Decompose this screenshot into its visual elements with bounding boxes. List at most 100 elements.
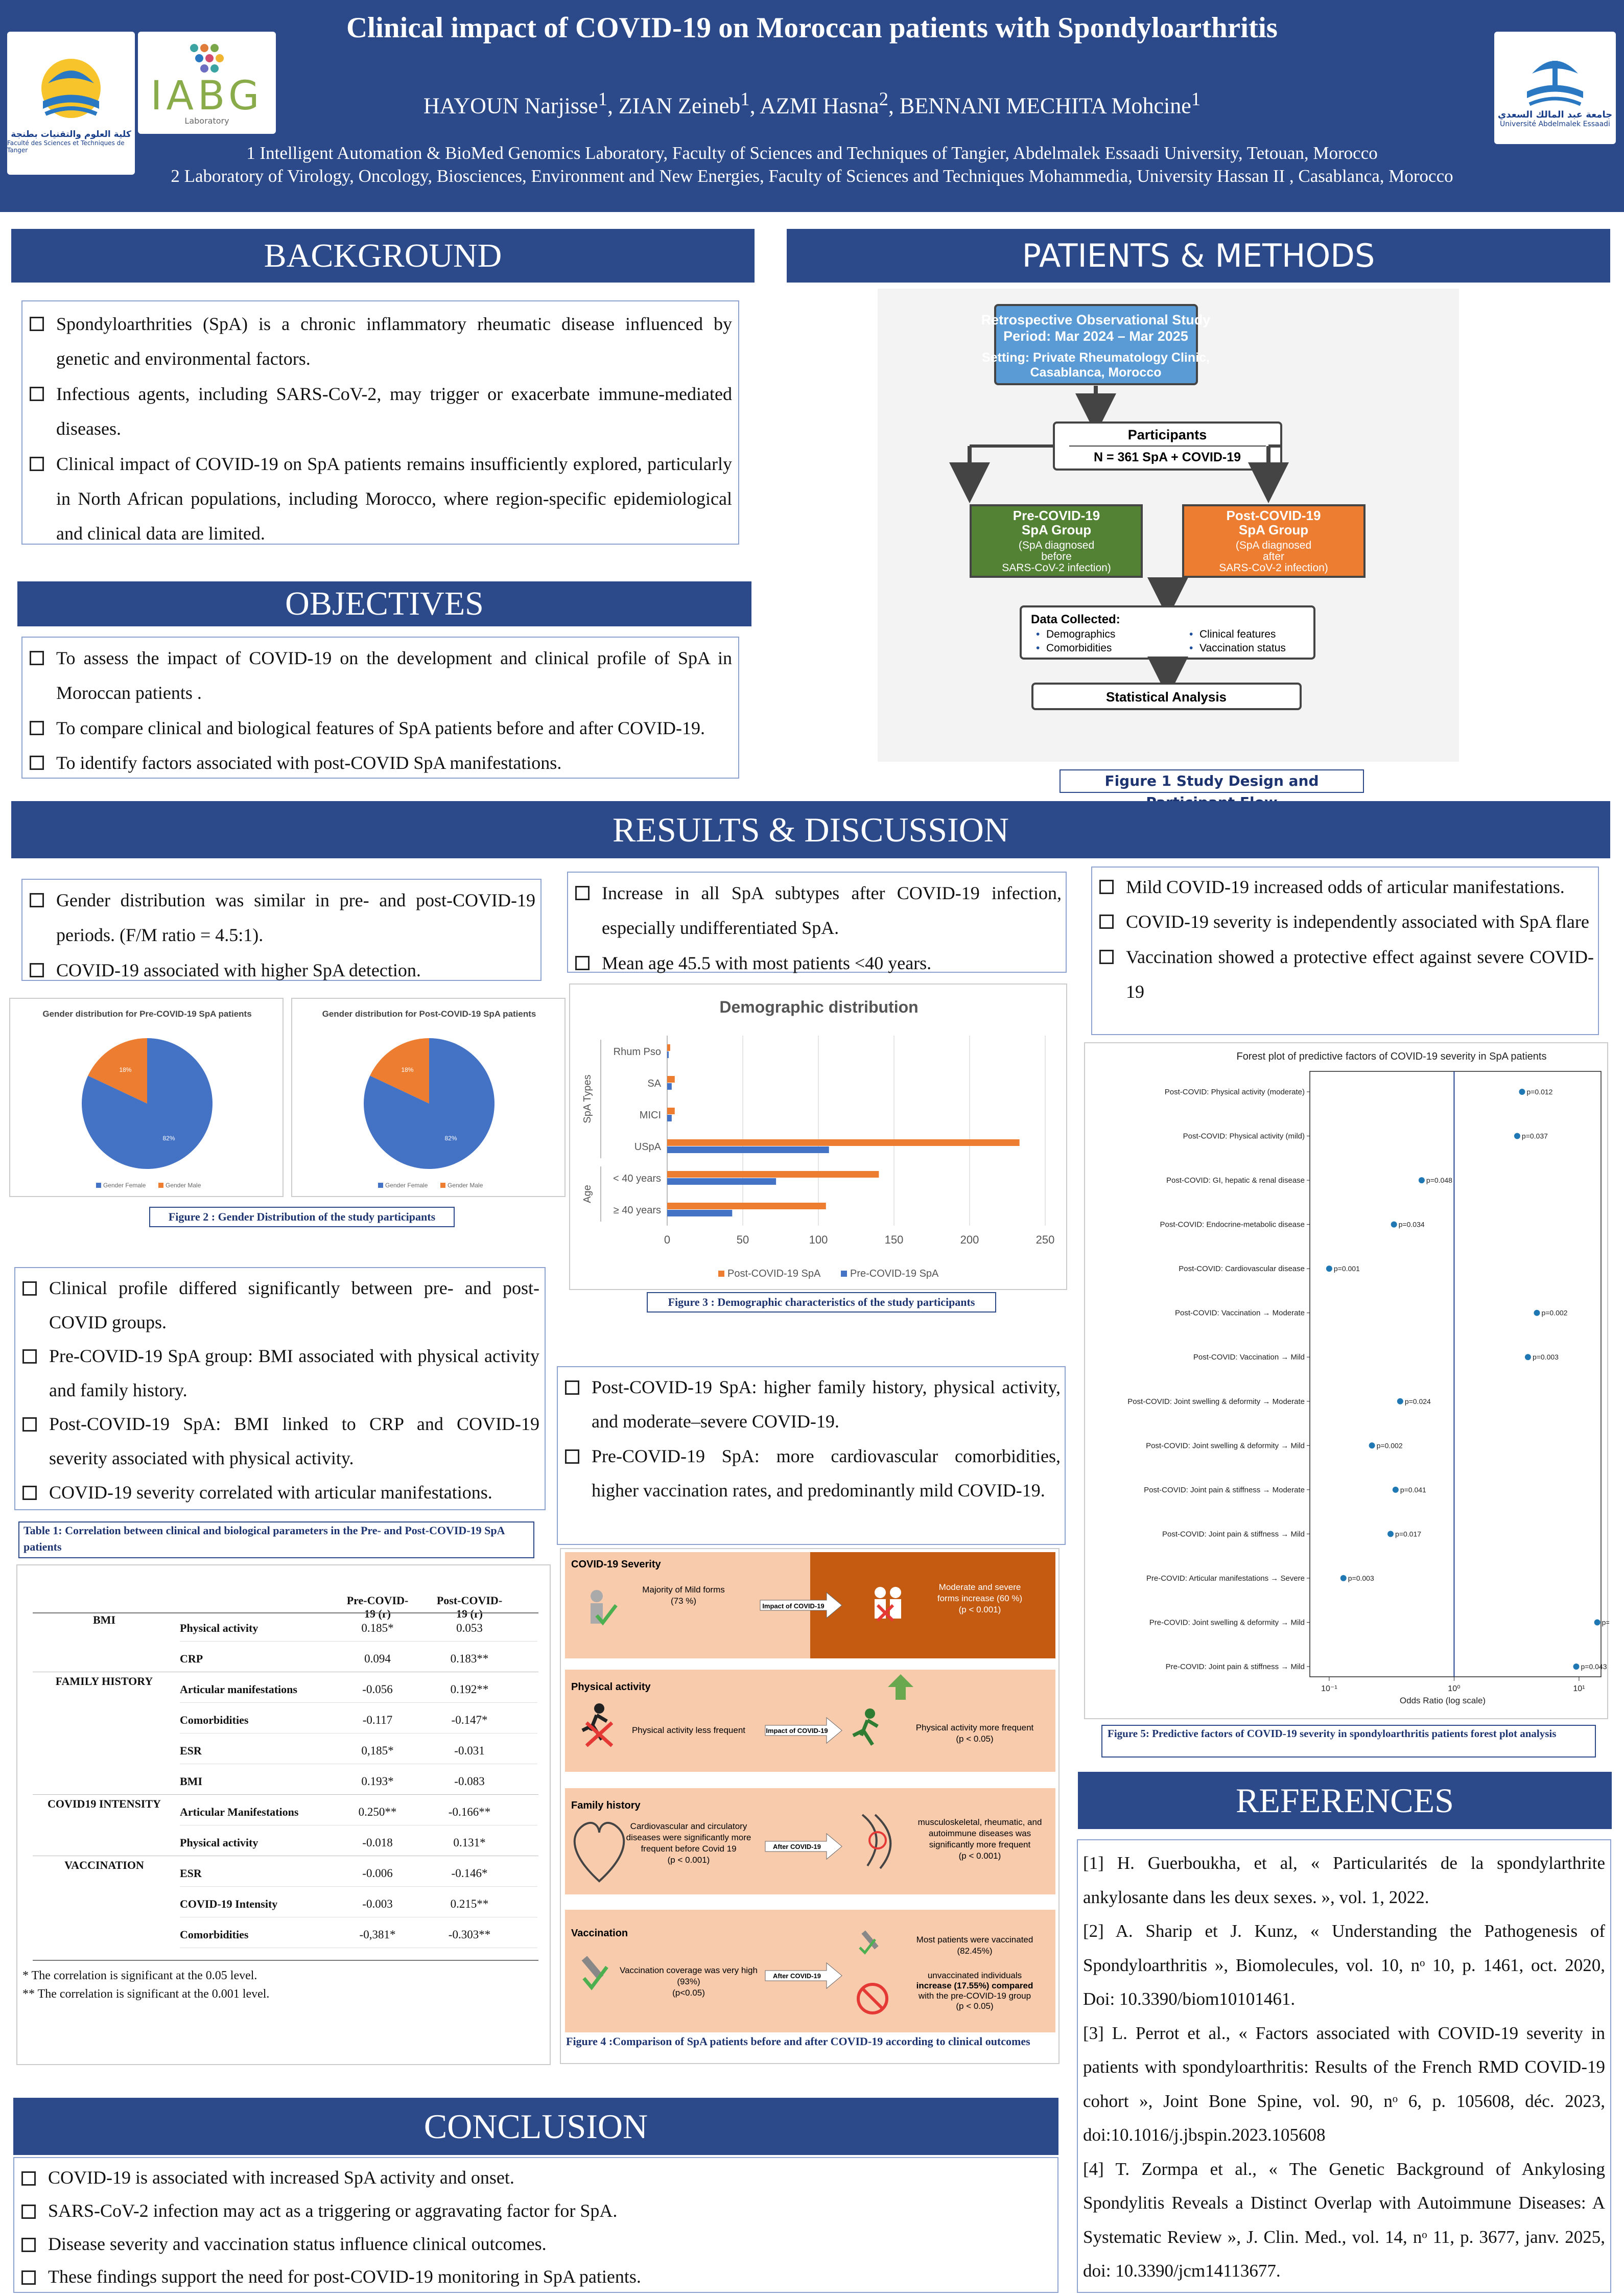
objective-item: To compare clinical and biological featu… <box>26 711 732 745</box>
p-value-label: p=0.048 <box>1426 1176 1452 1184</box>
pre-covid-group-box <box>970 504 1143 578</box>
forest-point <box>1326 1266 1332 1272</box>
participants-n: N = 361 SpA + COVID-19 <box>1094 450 1241 464</box>
group-label: Age <box>582 1185 593 1203</box>
pie-chart-pre: Gender distribution for Pre-COVID-19 SpA… <box>9 998 284 1197</box>
svg-text:Data Collected:: Data Collected: <box>1031 613 1120 626</box>
study-line: Period: Mar 2024 – Mar 2025 <box>1003 329 1188 344</box>
svg-text:(p < 0.001): (p < 0.001) <box>959 1851 1001 1861</box>
p-value-label: p=0.007 <box>1602 1618 1609 1626</box>
svg-text:(p < 0.001): (p < 0.001) <box>959 1605 1001 1614</box>
person-check-icon <box>591 1590 618 1626</box>
figure-4-caption: Figure 4 :Comparison of SpA patients bef… <box>566 2035 1030 2048</box>
forest-row-label: Post-COVID: Joint swelling & deformity →… <box>1127 1397 1305 1406</box>
bar <box>667 1139 1020 1146</box>
legend-label: Gender Male <box>166 1182 201 1189</box>
svg-text:SpA Group: SpA Group <box>1022 522 1091 537</box>
forest-point <box>1369 1442 1375 1449</box>
p-value-label: p=0.041 <box>1400 1486 1426 1494</box>
statistical-analysis-box <box>1031 683 1302 710</box>
table-param: ESR <box>180 1744 202 1757</box>
author: BENNANI MECHITA Mohcine <box>899 93 1191 119</box>
no-vaccine-icon <box>857 1983 888 2014</box>
conclusion-heading: CONCLUSION <box>13 2098 1058 2155</box>
p-value-label: p=0.034 <box>1399 1221 1425 1229</box>
svg-text:Post-COVID-19: Post-COVID-19 <box>1227 508 1321 523</box>
pie-title: Gender distribution for Pre-COVID-19 SpA… <box>42 1009 251 1019</box>
svg-text:(p < 0.05): (p < 0.05) <box>956 2001 993 2011</box>
forest-row-label: Pre-COVID: Articular manifestations → Se… <box>1146 1574 1305 1583</box>
objective-item: To assess the impact of COVID-19 on the … <box>26 641 732 711</box>
bar <box>667 1210 733 1216</box>
table-cell: 0.185* <box>361 1622 394 1634</box>
joint-icon <box>861 1814 892 1869</box>
table-cell: 0.053 <box>456 1622 483 1634</box>
p-value-label: p=0.002 <box>1541 1309 1567 1317</box>
table-param: ESR <box>180 1867 202 1880</box>
table-group: BMI <box>93 1613 115 1626</box>
svg-text:(SpA diagnosed: (SpA diagnosed <box>1236 540 1311 551</box>
pie-title: Gender distribution for Post-COVID-19 Sp… <box>322 1009 536 1019</box>
post-covid-group-box <box>1182 504 1366 578</box>
svg-text:Physical activity less freque: Physical activity less frequent <box>632 1725 745 1735</box>
table-cell: -0.303** <box>448 1928 491 1941</box>
pie-chart-post: Gender distribution for Post-COVID-19 Sp… <box>291 998 566 1197</box>
table-cell: -0.056 <box>362 1683 393 1696</box>
svg-text:Family history: Family history <box>571 1800 641 1811</box>
forest-row-label: Post-COVID: Physical activity (mild) <box>1183 1132 1305 1141</box>
table-cell: 0.183** <box>450 1652 489 1665</box>
uae-emblem-icon <box>1527 60 1583 106</box>
bar <box>667 1171 879 1178</box>
table-group: FAMILY HISTORY <box>55 1675 153 1688</box>
svg-text:COVID-19 Severity: COVID-19 Severity <box>571 1559 662 1570</box>
table-cell: 0.131* <box>453 1836 486 1849</box>
forest-row-label: Post-COVID: Joint pain & stiffness → Mod… <box>1144 1486 1305 1494</box>
svg-text:Majority of Mild forms: Majority of Mild forms <box>642 1585 725 1595</box>
legend-label: Gender Female <box>103 1182 146 1189</box>
svg-text:Impact of COVID-19: Impact of COVID-19 <box>766 1727 828 1735</box>
bar <box>667 1083 672 1090</box>
y-category-label: USpA <box>634 1141 662 1153</box>
svg-text:Physical activity: Physical activity <box>571 1681 651 1693</box>
study-box <box>994 304 1198 385</box>
p-value-label: p=0.012 <box>1526 1088 1552 1096</box>
svg-text:Cardiovascular and circulatory: Cardiovascular and circulatory <box>630 1821 747 1831</box>
svg-text:Physical activity more freque: Physical activity more frequent <box>916 1723 1034 1732</box>
conclusion-item: These findings support the need for post… <box>17 2260 1052 2293</box>
legend-label: Post-COVID-19 SpA <box>727 1268 821 1279</box>
table-cell: 0.215** <box>450 1897 489 1910</box>
svg-text:(p < 0.001): (p < 0.001) <box>668 1855 710 1865</box>
results-box-2: Increase in all SpA subtypes after COVID… <box>567 872 1067 973</box>
x-tick-label: 10⁰ <box>1448 1684 1460 1693</box>
study-line: Retrospective Observational Study <box>981 312 1211 327</box>
svg-text:Most patients were vaccinated: Most patients were vaccinated <box>916 1935 1033 1944</box>
forest-plot: Forest plot of predictive factors of COV… <box>1084 1042 1624 1719</box>
table-1-caption: Table 1: Correlation between clinical an… <box>18 1521 534 1558</box>
figure-2-caption: Figure 2 : Gender Distribution of the st… <box>149 1207 455 1227</box>
table-cell: -0.083 <box>454 1775 485 1788</box>
forest-row-label: Post-COVID: Joint pain & stiffness → Mil… <box>1162 1530 1305 1538</box>
table-param: COVID-19 Intensity <box>180 1897 278 1910</box>
affiliation-1: 1 Intelligent Automation & BioMed Genomi… <box>246 143 1378 163</box>
svg-text:diseases were significantly mo: diseases were significantly more <box>626 1833 751 1842</box>
objective-item: To identify factors associated with post… <box>26 745 732 780</box>
x-tick-label: 10¹ <box>1573 1684 1585 1693</box>
svg-text:Vaccination status: Vaccination status <box>1199 642 1286 654</box>
forest-xlabel: Odds Ratio (log scale) <box>1400 1696 1486 1705</box>
results-heading: RESULTS & DISCUSSION <box>11 801 1610 858</box>
forest-point <box>1387 1531 1394 1537</box>
patients-cross-icon <box>875 1587 901 1622</box>
methods-heading: PATIENTS & METHODS <box>787 229 1610 283</box>
pie-label: 18% <box>119 1066 131 1073</box>
forest-row-label: Post-COVID: Physical activity (moderate) <box>1165 1088 1305 1096</box>
forest-title: Forest plot of predictive factors of COV… <box>1237 1051 1547 1062</box>
heart-icon <box>573 1821 625 1883</box>
forest-point <box>1397 1398 1403 1404</box>
bar <box>667 1044 670 1051</box>
table-param: Articular Manifestations <box>180 1806 299 1818</box>
forest-point <box>1594 1619 1601 1626</box>
svg-text:•: • <box>1036 642 1040 654</box>
p-value-label: p=0.003 <box>1533 1353 1559 1361</box>
table-cell: -0.006 <box>362 1867 393 1880</box>
author: ZIAN Zeineb <box>619 93 741 119</box>
